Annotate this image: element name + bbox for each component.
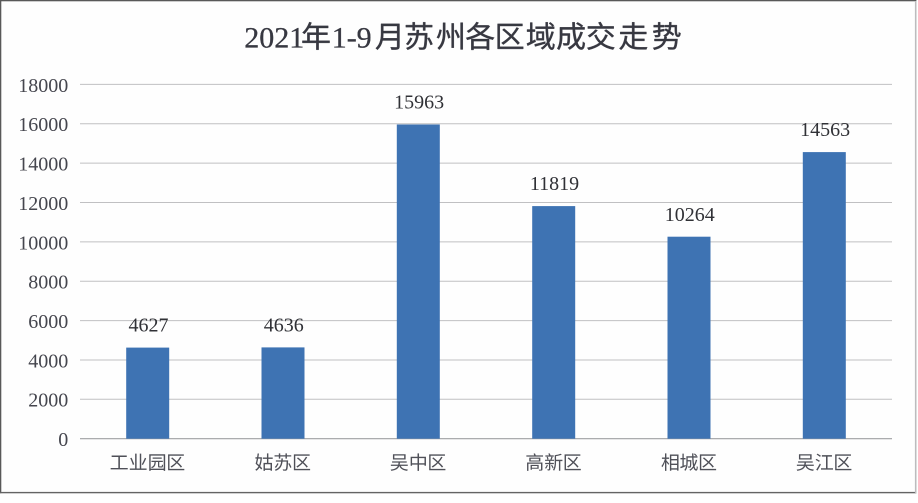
svg-text:12000: 12000 <box>18 193 68 215</box>
svg-text:14563: 14563 <box>800 119 850 141</box>
svg-text:16000: 16000 <box>18 114 68 136</box>
svg-text:18000: 18000 <box>18 75 68 97</box>
svg-text:8000: 8000 <box>28 272 68 294</box>
svg-text:4627: 4627 <box>129 315 169 337</box>
svg-text:2000: 2000 <box>28 390 68 412</box>
svg-text:1-9: 1-9 <box>332 21 372 54</box>
svg-text:4000: 4000 <box>28 350 68 372</box>
svg-text:10000: 10000 <box>18 232 68 254</box>
svg-text:4636: 4636 <box>264 315 304 337</box>
svg-text:15963: 15963 <box>394 92 444 114</box>
svg-text:0: 0 <box>58 429 68 451</box>
svg-text:11819: 11819 <box>530 173 579 195</box>
svg-text:10264: 10264 <box>665 204 715 226</box>
svg-text:6000: 6000 <box>28 311 68 333</box>
svg-text:14000: 14000 <box>18 154 68 176</box>
svg-text:2021: 2021 <box>244 21 304 54</box>
